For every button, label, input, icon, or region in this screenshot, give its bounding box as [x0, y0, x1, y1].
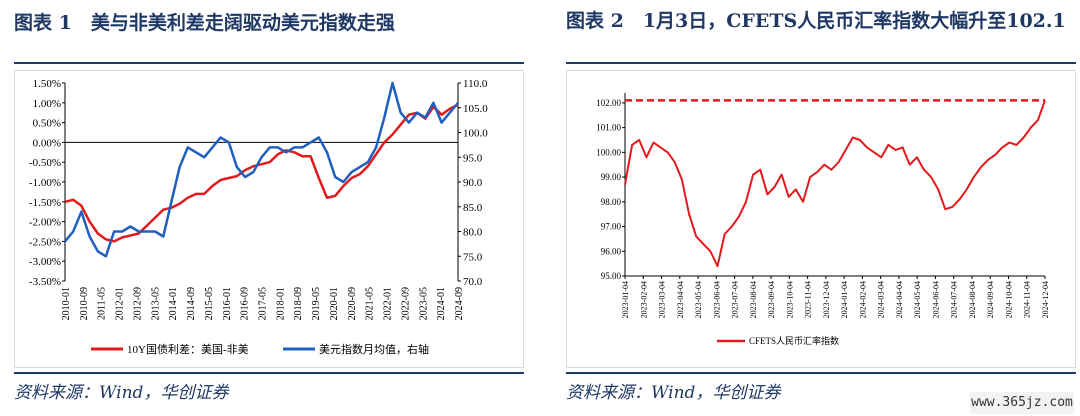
x-tick-label: 2022-09: [400, 287, 411, 320]
x-tick-label: 2024-12-04: [1041, 281, 1050, 318]
title-rule: [14, 62, 524, 64]
x-tick-label: 2024-06-04: [931, 281, 940, 318]
x-tick-label: 2014-09: [186, 287, 197, 320]
x-tick-label: 2014-01: [168, 287, 179, 320]
source-rule: [566, 372, 1076, 374]
x-tick-label: 2021-05: [365, 287, 376, 320]
y-tick-label: 101.00: [596, 123, 621, 133]
x-tick-label: 2017-05: [258, 287, 269, 320]
x-tick-label: 2018-01: [275, 287, 286, 320]
x-tick-label: 2023-03-04: [658, 281, 667, 318]
dollar-index-series-line: [64, 81, 459, 258]
x-tick-label: 2023-05-04: [694, 281, 703, 318]
x-tick-label: 2023-07-04: [731, 281, 740, 318]
right-y-tick-label: 90.0: [463, 177, 483, 189]
right-y-tick-label: 110.0: [463, 78, 488, 90]
left-y-tick-label: 1.50%: [33, 78, 61, 90]
title-rule: [566, 62, 1076, 64]
x-tick-label: 2010-09: [79, 287, 90, 320]
source-note: 资料来源：Wind，华创证券: [566, 383, 781, 403]
chart-plot: 1.50% 1.00% 0.50% 0.00% -0.50% -1.00% -1.50% -2…: [29, 78, 488, 356]
x-tick-label: 2020-01: [329, 287, 340, 320]
y-tick-label: 96.00: [601, 246, 622, 256]
right-y-tick-label: 100.0: [463, 128, 488, 140]
x-tick-label: 2023-08-04: [749, 281, 758, 318]
x-tick-label: 2023-12-04: [822, 281, 831, 318]
x-tick-label: 2024-01: [436, 287, 447, 320]
legend-label: 美元指数月均值，右轴: [319, 342, 429, 356]
y-tick-label: 97.00: [601, 222, 622, 232]
chart-frame: 1.50% 1.00% 0.50% 0.00% -0.50% -1.00% -1.50% -2…: [14, 70, 524, 368]
x-tick-label: 2020-09: [347, 287, 358, 320]
x-tick-label: 2024-11-04: [1023, 281, 1032, 318]
left-y-tick-label: -2.00%: [29, 217, 61, 229]
x-tick-label: 2024-03-04: [877, 281, 886, 318]
left-y-tick-label: -1.50%: [29, 197, 61, 209]
left-y-tick-label: -3.50%: [29, 276, 61, 288]
right-y-tick-label: 75.0: [463, 251, 483, 263]
left-y-tick-label: -1.00%: [29, 177, 61, 189]
x-tick-label: 2024-04-04: [895, 281, 904, 318]
x-tick-label: 2023-06-04: [712, 281, 721, 318]
chart-plot: 102.00 101.00 100.00 99.00 98.00 97.00 96.00 95…: [596, 93, 1050, 346]
left-y-tick-label: 1.00%: [33, 98, 61, 110]
y-tick-label: 98.00: [601, 197, 622, 207]
y-tick-label: 95.00: [601, 271, 622, 281]
x-tick-label: 2019-05: [311, 287, 322, 320]
x-tick-label: 2016-01: [222, 287, 233, 320]
y-tick-label: 102.00: [596, 98, 621, 108]
x-tick-label: 2013-05: [150, 287, 161, 320]
chart-title: 图表 1 美与非美利差走阔驱动美元指数走强: [14, 12, 395, 34]
chart-frame: 102.00 101.00 100.00 99.00 98.00 97.00 96.00 95…: [566, 70, 1076, 368]
cfets-series-line: [624, 100, 1046, 268]
right-y-tick-label: 95.0: [463, 152, 483, 164]
x-tick-label: 2023-10-04: [785, 281, 794, 318]
source-rule: [14, 372, 524, 374]
x-tick-label: 2023-01-04: [621, 281, 630, 318]
left-y-tick-label: -3.00%: [29, 256, 61, 268]
x-tick-label: 2023-11-04: [804, 281, 813, 318]
site-watermark: www.365jz.com: [970, 392, 1074, 414]
x-tick-label: 2024-09: [454, 287, 465, 320]
x-tick-label: 2012-09: [132, 287, 143, 320]
spread-series-line: [64, 103, 459, 243]
legend-label: CFETS人民币汇率指数: [749, 335, 839, 346]
x-tick-label: 2011-05: [97, 287, 108, 320]
x-tick-label: 2024-02-04: [858, 281, 867, 318]
x-tick-label: 2023-02-04: [639, 281, 648, 318]
x-tick-label: 2012-01: [115, 287, 126, 320]
x-tick-label: 2016-09: [240, 287, 251, 320]
y-tick-label: 99.00: [601, 172, 622, 182]
y-tick-label: 100.00: [596, 147, 621, 157]
x-tick-label: 2024-07-04: [950, 281, 959, 318]
x-tick-label: 2018-09: [293, 287, 304, 320]
x-tick-label: 2023-04-04: [676, 281, 685, 318]
left-y-tick-label: -2.50%: [29, 236, 61, 248]
x-tick-label: 2024-10-04: [1004, 281, 1013, 318]
left-panel: 图表 1 美与非美利差走阔驱动美元指数走强 1.50% 1.00% 0.50% 0.0…: [0, 0, 528, 416]
right-panel: 图表 2 1月3日，CFETS人民币汇率指数大幅升至102.1 102.00 10…: [552, 0, 1080, 416]
right-y-tick-label: 105.0: [463, 103, 488, 115]
left-y-tick-label: -0.50%: [29, 157, 61, 169]
x-tick-label: 2024-09-04: [986, 281, 995, 318]
right-y-tick-label: 85.0: [463, 202, 483, 214]
right-y-tick-label: 80.0: [463, 227, 483, 239]
left-y-tick-label: 0.50%: [33, 118, 61, 130]
x-tick-label: 2023-09-04: [767, 281, 776, 318]
x-tick-label: 2010-01: [61, 287, 72, 320]
x-tick-label: 2015-05: [204, 287, 215, 320]
x-tick-label: 2024-08-04: [968, 281, 977, 318]
x-tick-label: 2022-01: [383, 287, 394, 320]
x-tick-label: 2024-05-04: [913, 281, 922, 318]
chart-title: 图表 2 1月3日，CFETS人民币汇率指数大幅升至102.1: [566, 10, 1066, 32]
left-y-tick-label: 0.00%: [33, 137, 61, 149]
x-tick-label: 2024-01-04: [840, 281, 849, 318]
right-y-tick-label: 70.0: [463, 276, 483, 288]
source-note: 资料来源：Wind，华创证券: [14, 383, 229, 403]
x-tick-label: 2023-05: [418, 287, 429, 320]
legend-label: 10Y国债利差：美国-非美: [127, 342, 249, 356]
